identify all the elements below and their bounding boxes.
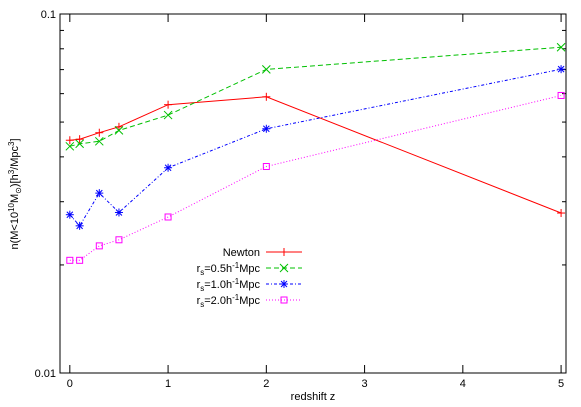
data-point-s1-5 — [261, 65, 271, 74]
data-point-s1-4 — [163, 110, 173, 120]
data-point-s3-0 — [66, 256, 74, 264]
x-tick-label: 5 — [558, 378, 564, 390]
x-tick-label: 1 — [165, 378, 171, 390]
data-point-s0-2 — [95, 128, 104, 137]
series-layer — [65, 42, 566, 264]
legend: Newton rs=0.5h-1Mpcrs=1.0h-1Mpcrs=2.0h-1M… — [197, 247, 302, 309]
data-point-s2-1 — [75, 221, 84, 230]
series-line-1 — [69, 46, 562, 147]
plot-frame — [59, 13, 567, 374]
x-tick-label: 0 — [67, 378, 73, 390]
data-point-s0-5 — [262, 92, 271, 101]
data-point-s1-3 — [114, 126, 124, 135]
data-point-s0-0 — [65, 136, 74, 145]
data-point-s1-2 — [94, 136, 104, 146]
data-point-s2-4 — [164, 163, 173, 172]
data-point-s1-6 — [556, 42, 566, 52]
data-point-s3-2 — [95, 242, 103, 250]
x-axis-title: redshift z — [291, 391, 336, 403]
legend-label-3: rs=2.0h-1Mpc — [197, 293, 261, 309]
legend-marker-2 — [280, 280, 288, 288]
data-point-s0-4 — [164, 100, 173, 109]
axis-ticks: 0 1 2 3 4 5 0.01 0.1 — [35, 9, 566, 390]
data-point-s0-3 — [114, 122, 123, 131]
data-point-s0-6 — [557, 209, 566, 218]
series-line-2 — [69, 68, 562, 227]
data-point-s1-1 — [75, 139, 85, 149]
x-tick-label: 3 — [362, 378, 368, 390]
data-point-s3-3 — [115, 236, 123, 244]
y-tick-label: 0.01 — [35, 368, 56, 380]
data-point-s1-0 — [65, 141, 75, 151]
x-tick-label: 2 — [263, 378, 269, 390]
y-tick-label: 0.1 — [41, 9, 56, 21]
legend-label-0: Newton — [223, 247, 260, 259]
data-point-s2-2 — [95, 189, 104, 198]
data-point-s2-6 — [557, 65, 566, 74]
legend-marker-1 — [279, 263, 289, 273]
data-point-s3-5 — [262, 163, 270, 171]
x-tick-label: 4 — [460, 378, 466, 390]
series-line-0 — [69, 96, 562, 214]
legend-label-2: rs=1.0h-1Mpc — [197, 277, 261, 293]
legend-label-1: rs=0.5h-1Mpc — [197, 261, 261, 277]
data-point-s0-1 — [75, 135, 84, 144]
data-point-s2-0 — [65, 210, 74, 219]
series-line-3 — [69, 95, 562, 261]
legend-marker-0 — [280, 248, 288, 256]
data-point-s2-3 — [114, 208, 123, 217]
y-axis-title: n(M<1010M⊙)[h3/Mpc3] — [7, 138, 23, 249]
legend-marker-3 — [280, 296, 288, 304]
data-point-s3-4 — [164, 213, 172, 221]
data-point-s2-5 — [262, 124, 271, 133]
data-point-s3-1 — [76, 256, 84, 264]
data-point-s3-6 — [557, 91, 565, 99]
